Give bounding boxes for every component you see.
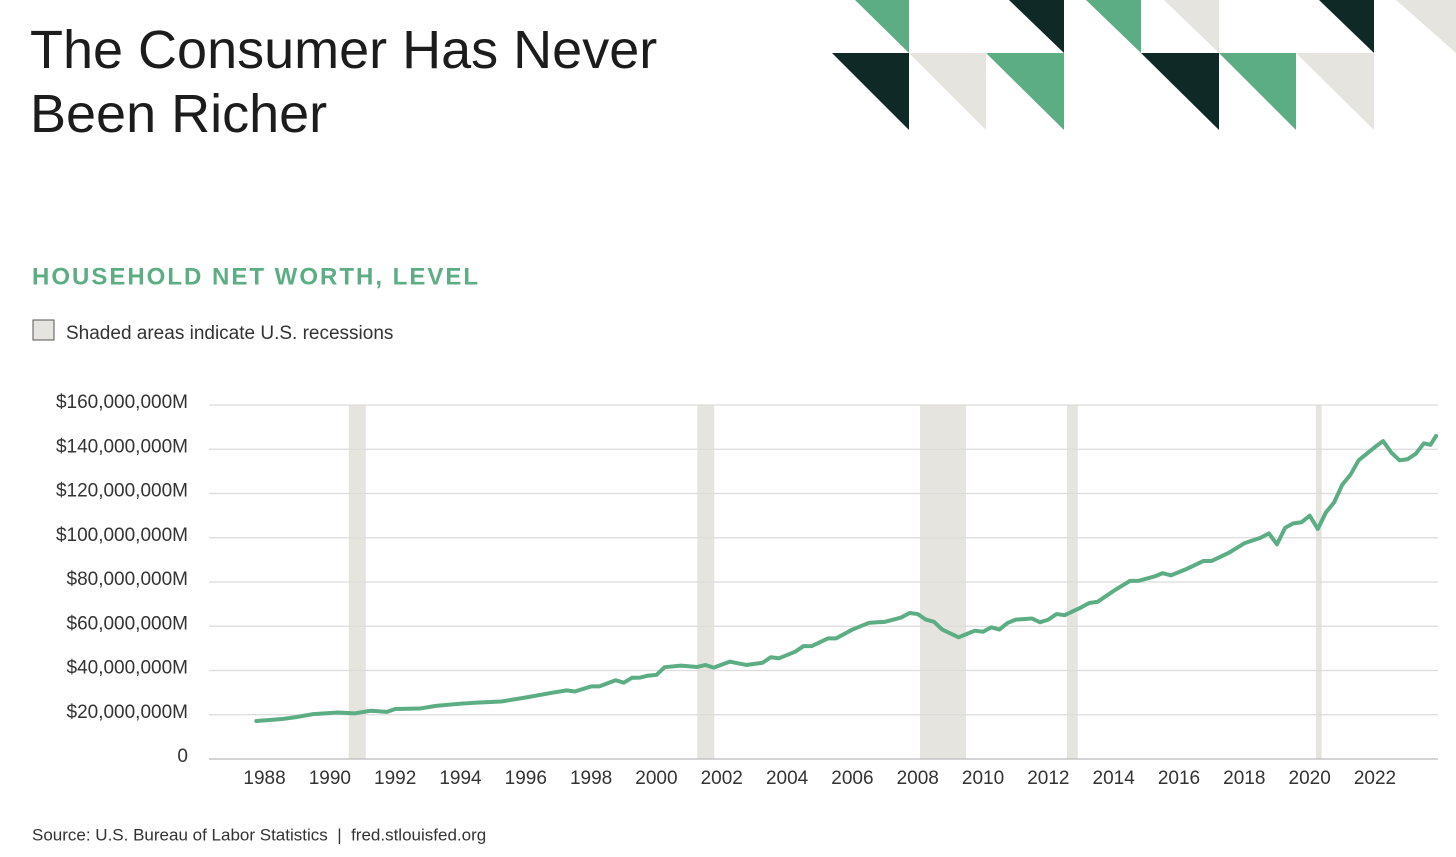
x-tick-label: 2020 <box>1289 768 1331 789</box>
x-tick-label: 2018 <box>1223 768 1265 789</box>
x-tick-label: 1998 <box>570 768 612 789</box>
x-tick-label: 2014 <box>1093 768 1136 789</box>
y-tick-label: $100,000,000M <box>56 525 188 546</box>
plot <box>209 404 1438 760</box>
x-tick-label: 2022 <box>1354 768 1396 789</box>
y-tick-label: $120,000,000M <box>56 481 188 502</box>
subtitle: HOUSEHOLD NET WORTH, LEVEL <box>32 263 480 290</box>
y-tick-label: $60,000,000M <box>67 613 189 634</box>
x-tick-label: 2010 <box>962 768 1004 789</box>
y-tick-label: $40,000,000M <box>67 658 189 679</box>
x-tick-label: 1996 <box>505 768 547 789</box>
x-tick-label: 2006 <box>831 768 873 789</box>
data-line <box>254 433 1439 723</box>
x-tick-label: 1988 <box>243 768 285 789</box>
x-tick-label: 1992 <box>374 768 416 789</box>
source: Source: U.S. Bureau of Labor Statistics … <box>32 825 486 844</box>
y-tick-label: 0 <box>177 746 188 767</box>
chart-title: The Consumer Has Never Been Richer <box>30 20 658 144</box>
x-tick-label: 2000 <box>635 768 677 789</box>
x-tick-label: 2016 <box>1158 768 1200 789</box>
x-tick-label: 2002 <box>701 768 743 789</box>
legend-swatch <box>32 319 55 341</box>
y-tick-label: $160,000,000M <box>56 392 188 413</box>
legend-label: Shaded areas indicate U.S. recessions <box>66 323 393 344</box>
x-tick-label: 2008 <box>897 768 939 789</box>
y-tick-label: $140,000,000M <box>56 436 188 457</box>
x-tick-label: 2004 <box>766 768 809 789</box>
decoration <box>832 0 1456 130</box>
x-tick-label: 1994 <box>439 768 482 789</box>
x-tick-label: 1990 <box>309 768 351 789</box>
y-tick-label: $20,000,000M <box>67 702 189 723</box>
x-tick-label: 2012 <box>1027 768 1069 789</box>
y-tick-label: $80,000,000M <box>67 569 189 590</box>
